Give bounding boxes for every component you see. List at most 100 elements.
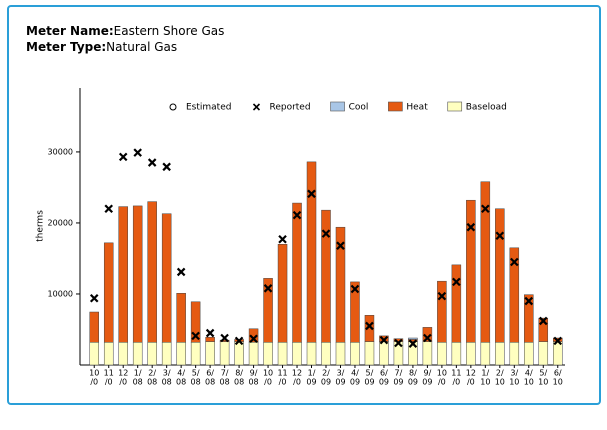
- reported-point: [336, 241, 345, 250]
- bar-segment: [364, 315, 375, 342]
- x-tick-label: 09: [422, 378, 432, 387]
- reported-point: [176, 267, 186, 277]
- bar-segment: [321, 209, 331, 343]
- bar-segment: [219, 341, 230, 366]
- bar-segment: [524, 294, 534, 343]
- bar-segment: [437, 342, 447, 366]
- y-tick-label: 20000: [48, 218, 73, 227]
- bar-segment: [161, 342, 172, 366]
- x-tick-label: 6/: [380, 369, 388, 378]
- x-tick-label: 4/: [525, 369, 533, 378]
- reported-point: [408, 339, 418, 348]
- x-tick-label: 3/: [337, 369, 345, 378]
- x-tick-label: 6/: [554, 369, 562, 378]
- reported-point: [220, 333, 229, 343]
- y-tick-label: 30000: [48, 147, 73, 156]
- reported-point: [292, 210, 302, 220]
- reported-point: [437, 291, 447, 301]
- bar-segment: [538, 341, 549, 366]
- bar-segment: [480, 342, 491, 366]
- x-tick-label: /0: [264, 378, 272, 387]
- x-tick-label: 10: [538, 378, 548, 387]
- bar-segment: [205, 341, 215, 366]
- bar-segment: [263, 342, 273, 366]
- bar-segment: [335, 226, 346, 343]
- bar-segment: [132, 342, 143, 366]
- y-tick-label: 10000: [48, 289, 73, 298]
- reported-point: [538, 316, 548, 326]
- x-tick-label: 1/: [134, 369, 142, 378]
- meter-type-value: Natural Gas: [106, 40, 177, 54]
- reported-point: [510, 257, 519, 267]
- x-tick-label: 08: [147, 378, 157, 387]
- bar-segment: [451, 264, 462, 343]
- reported-point: [278, 235, 287, 244]
- bar-segment: [306, 342, 317, 366]
- bar-segment: [248, 328, 259, 343]
- x-tick-label: 08: [220, 378, 230, 387]
- x-tick-label: 09: [364, 378, 374, 387]
- x-tick-label: 10: [89, 369, 99, 378]
- reported-point: [89, 293, 99, 303]
- x-tick-label: 2/: [322, 369, 330, 378]
- bar-segment: [147, 342, 157, 366]
- x-tick-label: 8/: [235, 369, 243, 378]
- x-tick-label: /0: [279, 378, 287, 387]
- legend-label: Baseload: [466, 103, 507, 113]
- bar-segment: [176, 342, 186, 366]
- x-tick-label: 2/: [148, 369, 156, 378]
- x-tick-label: 09: [393, 378, 403, 387]
- meter-name-value: Eastern Shore Gas: [114, 24, 225, 38]
- bar-segment: [422, 341, 433, 366]
- legend-swatch: [330, 101, 345, 112]
- bar-segment: [524, 342, 534, 366]
- x-tick-label: 09: [408, 378, 418, 387]
- x-tick-label: 8/: [409, 369, 417, 378]
- x-tick-label: /0: [467, 378, 475, 387]
- y-axis-label: therms: [36, 210, 46, 242]
- legend-marker: [169, 103, 177, 111]
- x-tick-label: 08: [205, 378, 215, 387]
- x-tick-label: 08: [133, 378, 143, 387]
- bar-segment: [451, 342, 462, 366]
- reported-point: [147, 158, 157, 167]
- bar-segment: [480, 181, 491, 343]
- reported-point: [191, 331, 200, 341]
- x-tick-label: 9/: [423, 369, 431, 378]
- x-tick-label: 10: [263, 369, 273, 378]
- reported-point: [524, 296, 534, 306]
- bar-segment: [147, 201, 157, 343]
- bar-segment: [495, 208, 505, 343]
- reported-point: [263, 284, 273, 293]
- legend-label: Cool: [349, 103, 369, 113]
- x-tick-label: 5/: [539, 369, 547, 378]
- reported-point: [452, 277, 461, 287]
- reported-point: [104, 204, 114, 214]
- bar-segment: [103, 342, 114, 366]
- bar-segment: [205, 337, 215, 342]
- x-tick-label: 08: [191, 378, 201, 387]
- reported-point: [249, 334, 258, 343]
- x-tick-label: 4/: [177, 369, 185, 378]
- legend-label: Heat: [406, 103, 428, 113]
- x-tick-label: /0: [293, 378, 301, 387]
- x-tick-label: 08: [162, 378, 172, 387]
- reported-point: [495, 231, 505, 241]
- legend-marker: [252, 103, 261, 111]
- bar-segment: [466, 342, 476, 366]
- bar-segment: [495, 342, 505, 366]
- x-tick-label: 08: [248, 378, 258, 387]
- x-tick-label: 1/: [481, 369, 489, 378]
- x-tick-label: 10: [495, 378, 505, 387]
- reported-point: [162, 162, 171, 172]
- x-tick-label: 09: [306, 378, 316, 387]
- meter-type: Meter Type:Natural Gas: [26, 40, 177, 54]
- reported-point: [234, 336, 244, 346]
- x-tick-label: 10: [553, 378, 563, 387]
- bar-segment: [190, 301, 201, 343]
- x-tick-label: 11: [104, 369, 114, 378]
- reported-point: [118, 152, 128, 162]
- bar-segment: [335, 342, 346, 366]
- x-tick-label: 12: [292, 369, 302, 378]
